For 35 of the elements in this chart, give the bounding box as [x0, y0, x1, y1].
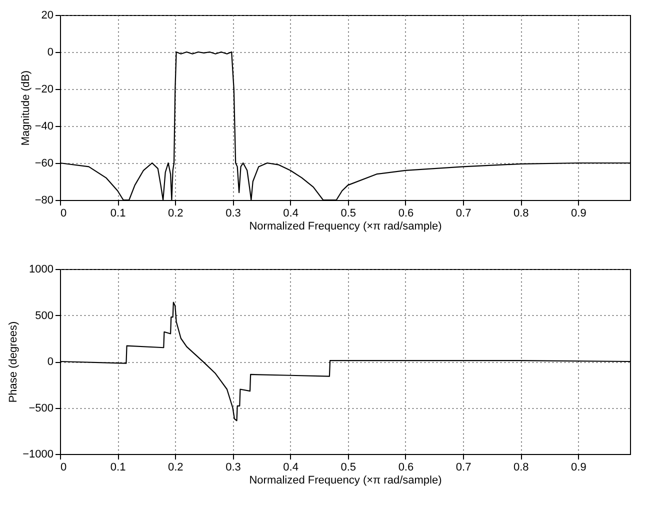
- y-tick-label: −20: [34, 84, 54, 96]
- x-tick-label: 0.1: [110, 208, 126, 220]
- x-tick-label: 0.8: [513, 462, 529, 474]
- y-tick-label: 0: [47, 46, 54, 58]
- y-tick-label: −1000: [22, 448, 54, 460]
- x-tick-label: 0: [60, 208, 67, 220]
- x-tick-label: 0.6: [398, 208, 414, 220]
- y-tick-label: −80: [34, 194, 54, 206]
- x-axis-title: Normalized Frequency (×π rad/sample): [249, 474, 442, 486]
- y-tick-label: −500: [28, 402, 54, 414]
- x-tick-label: 0.8: [513, 208, 529, 220]
- x-tick-label: 0.6: [398, 462, 414, 474]
- y-tick-label: 500: [35, 310, 54, 322]
- x-tick-label: 0.9: [571, 462, 586, 474]
- x-tick-label: 0.3: [226, 462, 241, 474]
- x-tick-label: 0.4: [283, 462, 298, 474]
- x-tick-label: 0.7: [456, 462, 472, 474]
- x-tick-label: 0.5: [340, 462, 356, 474]
- y-tick-label: 1000: [29, 264, 54, 276]
- x-tick-label: 0.5: [340, 208, 356, 220]
- y-tick-label: −40: [34, 120, 54, 132]
- x-tick-label: 0: [60, 462, 67, 474]
- x-tick-label: 0.2: [168, 462, 184, 474]
- x-tick-label: 0.9: [571, 208, 586, 220]
- y-tick-label: 20: [41, 10, 54, 22]
- x-tick-label: 0.1: [110, 462, 126, 474]
- x-tick-label: 0.4: [283, 208, 298, 220]
- y-axis-title: Magnitude (dB): [20, 70, 32, 146]
- y-axis-title: Phase (degrees): [8, 321, 20, 403]
- x-tick-label: 0.3: [226, 208, 241, 220]
- y-tick-label: −60: [34, 158, 54, 170]
- x-axis-title: Normalized Frequency (×π rad/sample): [249, 220, 442, 232]
- x-tick-label: 0.7: [456, 208, 472, 220]
- x-tick-label: 0.2: [168, 208, 184, 220]
- y-tick-label: 0: [47, 356, 54, 368]
